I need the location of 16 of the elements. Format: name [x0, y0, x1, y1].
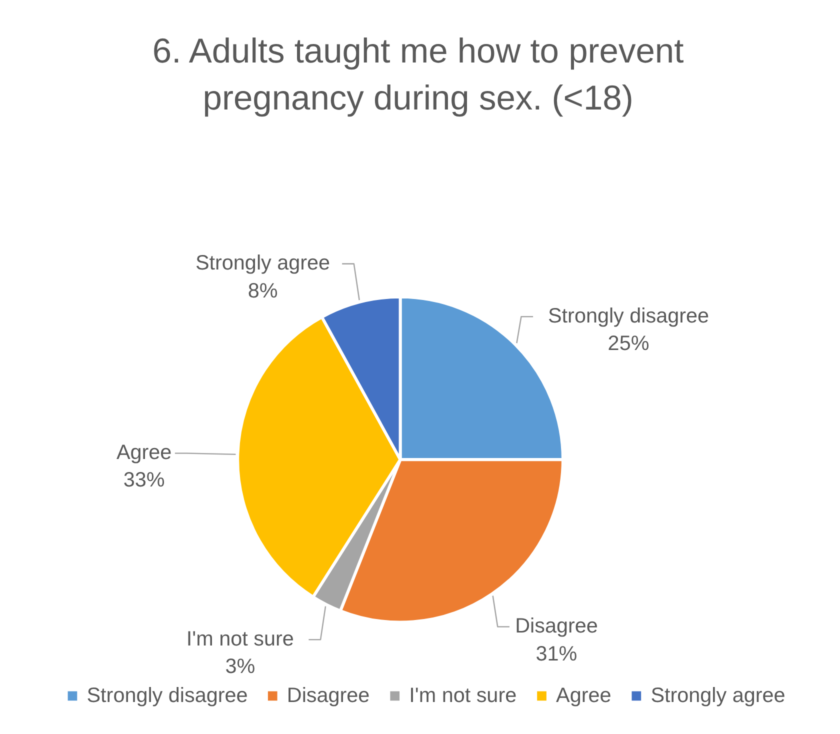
legend-label: Disagree — [286, 684, 370, 707]
legend-label: Agree — [556, 684, 612, 707]
slice-label: Strongly agree — [195, 252, 330, 275]
data-label: 25% — [608, 332, 650, 356]
data-label: 3% — [225, 655, 256, 678]
slice-label: Agree — [116, 441, 172, 464]
slice-label: Strongly disagree — [548, 304, 710, 328]
slice-label: Disagree — [515, 614, 598, 638]
data-label: 8% — [248, 279, 278, 302]
legend-label: Strongly disagree — [86, 684, 248, 707]
chart-title: 6. Adults taught me how to prevent pregnancy during sex. (<18) — [152, 32, 684, 118]
data-label: 33% — [123, 468, 165, 492]
legend-label: I'm not sure — [409, 684, 517, 707]
slice-label: I'm not sure — [186, 628, 294, 651]
legend-label: Strongly agree — [650, 684, 786, 707]
data-label: 31% — [536, 642, 578, 666]
